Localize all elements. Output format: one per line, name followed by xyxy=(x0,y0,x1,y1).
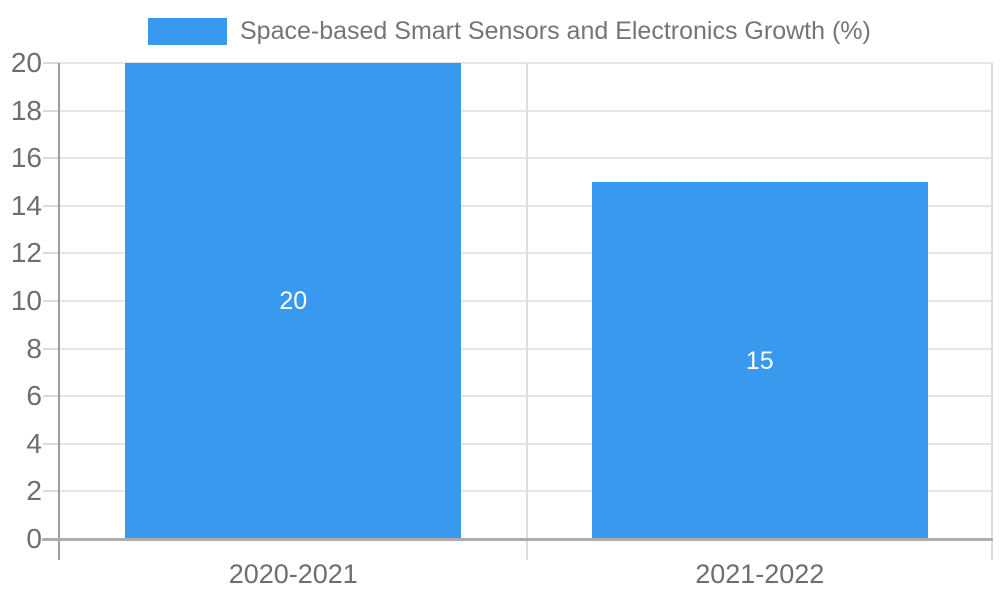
y-axis-label: 12 xyxy=(10,237,42,269)
y-axis-label: 0 xyxy=(26,523,42,554)
y-axis-label: 6 xyxy=(26,380,42,412)
x-axis-label: 2020-2021 xyxy=(228,559,358,589)
y-axis-label: 2 xyxy=(26,475,42,507)
y-axis-label: 20 xyxy=(10,47,42,78)
category-divider-gridline xyxy=(525,63,528,560)
bar-2020-2021[interactable] xyxy=(125,63,462,539)
bar-value-label: 20 xyxy=(279,287,308,315)
y-axis-tick xyxy=(43,157,59,160)
y-axis-tick xyxy=(43,490,59,493)
y-axis-tick xyxy=(43,300,59,302)
y-axis-label: 18 xyxy=(10,94,42,126)
legend-swatch[interactable] xyxy=(148,18,227,45)
y-axis-label: 14 xyxy=(10,189,42,221)
bar-value-label: 15 xyxy=(745,346,774,375)
y-axis-tick xyxy=(43,109,59,112)
y-axis-label: 10 xyxy=(10,285,42,316)
y-axis-tick xyxy=(43,252,59,255)
y-axis-line xyxy=(58,63,60,560)
bar-2021-2022[interactable] xyxy=(591,182,928,539)
y-axis-tick xyxy=(43,395,59,398)
y-axis-label: 8 xyxy=(26,332,42,364)
y-axis-label: 4 xyxy=(26,427,42,459)
y-axis-label: 16 xyxy=(10,142,42,174)
y-axis-tick xyxy=(43,347,59,350)
y-axis-tick xyxy=(43,442,59,445)
x-axis-line xyxy=(42,538,993,541)
y-axis-tick xyxy=(43,204,59,207)
x-axis-label: 2021-2022 xyxy=(695,559,825,589)
y-axis-tick xyxy=(43,62,59,64)
plot-right-edge xyxy=(991,63,993,560)
legend-label[interactable]: Space-based Smart Sensors and Electronic… xyxy=(240,17,871,45)
